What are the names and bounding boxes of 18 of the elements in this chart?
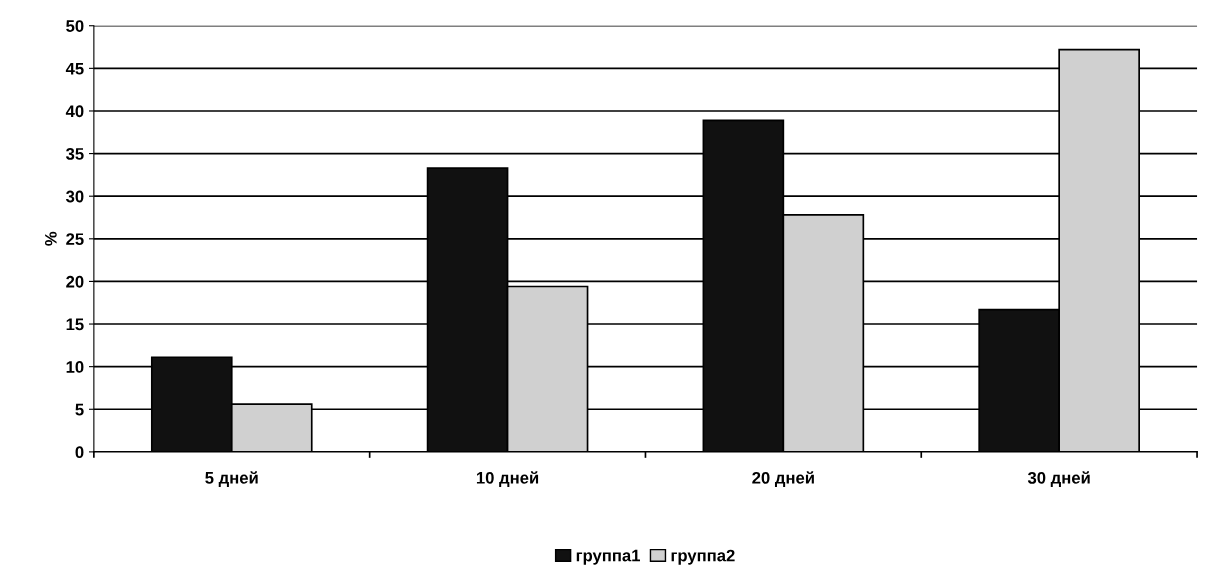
y-tick-label: 35 [65,147,84,160]
y-tick-label: 10 [66,361,84,373]
x-tick-label: 20 дней [752,471,814,487]
y-tick-label: 45 [65,62,84,75]
y-tick-label: 5 [75,403,84,416]
x-tick-label: 30 дней [1027,471,1090,487]
y-tick-label: 30 [65,190,84,203]
legend-label: группа1 [576,549,640,565]
legend-label: группа2 [671,549,735,565]
y-tick-label: 0 [75,446,84,459]
y-tick-label: 40 [65,105,84,118]
y-axis-title: % [44,231,57,246]
y-tick-label: 20 [66,275,84,288]
x-tick-label: 10 дней [476,471,539,487]
y-tick-label: 15 [66,318,84,331]
y-tick-label: 50 [66,20,84,32]
x-tick-label: 5 дней [205,471,258,487]
y-tick-label: 25 [66,233,84,246]
